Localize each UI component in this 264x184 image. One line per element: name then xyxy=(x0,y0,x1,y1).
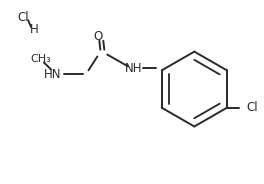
Text: CH₃: CH₃ xyxy=(31,54,51,63)
Text: O: O xyxy=(94,30,103,43)
Text: NH: NH xyxy=(125,62,143,75)
Text: Cl: Cl xyxy=(247,101,258,114)
Text: Cl: Cl xyxy=(17,11,29,24)
Text: HN: HN xyxy=(44,68,62,81)
Text: H: H xyxy=(30,23,39,36)
